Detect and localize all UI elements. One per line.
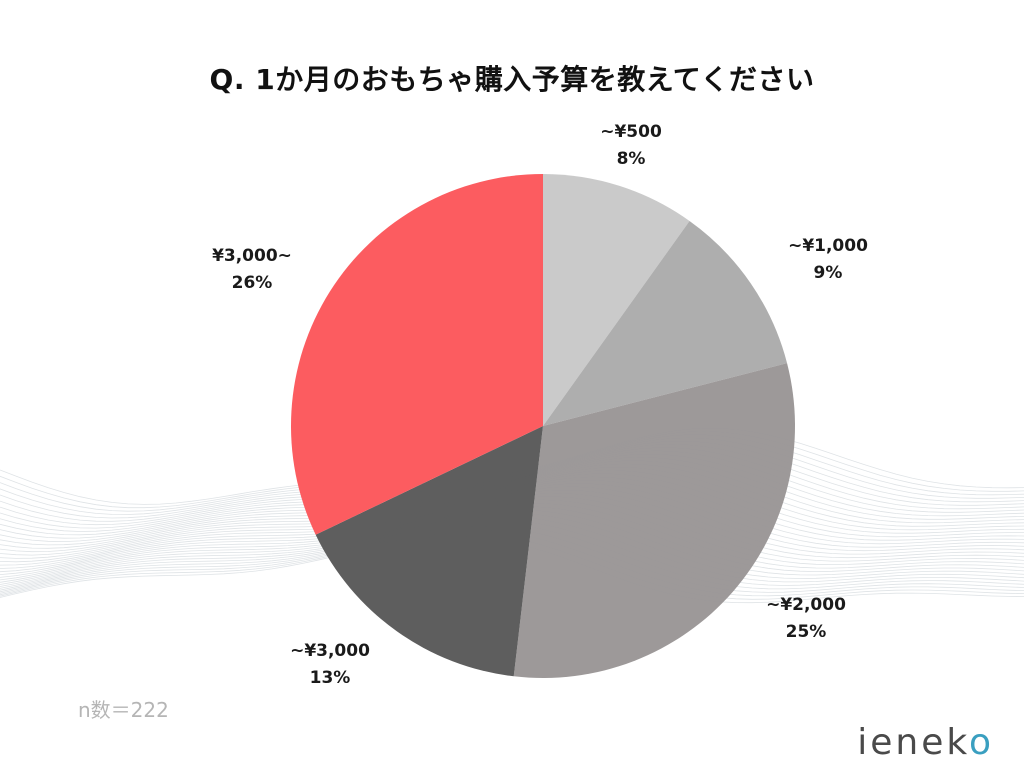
slice-label-0: ~¥500 8% — [600, 119, 662, 173]
slice-label-3-percent: 13% — [309, 668, 351, 688]
slice-label-4: ¥3,000~ 26% — [212, 243, 292, 297]
chart-title: Q. 1か月のおもちゃ購入予算を教えてください — [209, 63, 815, 96]
slice-label-2: ~¥2,000 25% — [766, 592, 846, 646]
pie-slice-4 — [290, 173, 543, 535]
slice-label-4-percent: 26% — [231, 273, 273, 293]
pie-slice-1 — [543, 220, 788, 426]
slice-label-1-name: ~¥1,000 — [788, 236, 868, 256]
brand-logo: ieneko — [857, 722, 994, 763]
slice-label-0-percent: 8% — [616, 149, 646, 169]
slice-label-0-name: ~¥500 — [600, 122, 662, 142]
slice-label-3: ~¥3,000 13% — [290, 638, 370, 692]
slice-label-3-name: ~¥3,000 — [290, 641, 370, 661]
pie-slice-3 — [315, 426, 543, 677]
slice-label-2-percent: 25% — [785, 622, 827, 642]
brand-logo-accent: o — [968, 722, 994, 763]
pie-slice-2 — [513, 363, 795, 679]
slice-label-1-percent: 9% — [813, 263, 843, 283]
slice-label-2-name: ~¥2,000 — [766, 595, 846, 615]
slice-label-1: ~¥1,000 9% — [788, 233, 868, 287]
slice-label-4-name: ¥3,000~ — [212, 246, 292, 266]
sample-size-note: n数＝222 — [78, 698, 169, 722]
pie-slice-0 — [543, 174, 690, 426]
brand-logo-text: ienek — [857, 722, 969, 763]
